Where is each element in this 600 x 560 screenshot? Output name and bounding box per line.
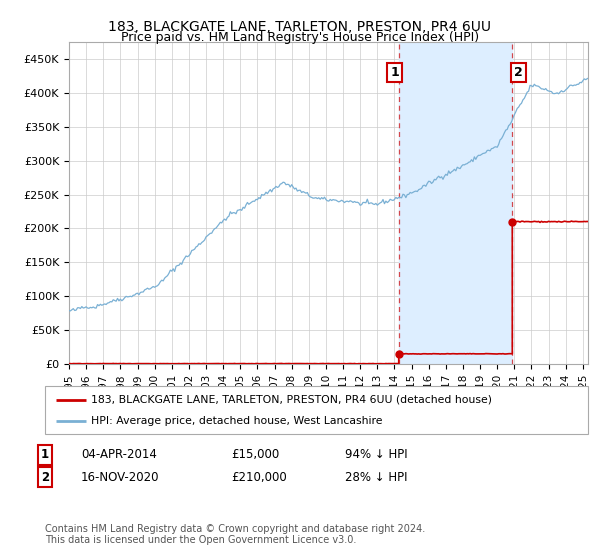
Text: Contains HM Land Registry data © Crown copyright and database right 2024.
This d: Contains HM Land Registry data © Crown c… bbox=[45, 524, 425, 545]
Text: HPI: Average price, detached house, West Lancashire: HPI: Average price, detached house, West… bbox=[91, 416, 383, 426]
Text: £210,000: £210,000 bbox=[231, 470, 287, 484]
Bar bbox=[399, 42, 512, 364]
Text: 2: 2 bbox=[41, 470, 49, 484]
Text: 183, BLACKGATE LANE, TARLETON, PRESTON, PR4 6UU (detached house): 183, BLACKGATE LANE, TARLETON, PRESTON, … bbox=[91, 395, 492, 405]
Text: 1: 1 bbox=[390, 66, 399, 79]
Text: 183, BLACKGATE LANE, TARLETON, PRESTON, PR4 6UU: 183, BLACKGATE LANE, TARLETON, PRESTON, … bbox=[109, 20, 491, 34]
Text: 1: 1 bbox=[41, 448, 49, 461]
Text: 2: 2 bbox=[514, 66, 523, 79]
Text: 28% ↓ HPI: 28% ↓ HPI bbox=[345, 470, 407, 484]
Text: 04-APR-2014: 04-APR-2014 bbox=[81, 448, 157, 461]
Text: 16-NOV-2020: 16-NOV-2020 bbox=[81, 470, 160, 484]
Text: 94% ↓ HPI: 94% ↓ HPI bbox=[345, 448, 407, 461]
FancyBboxPatch shape bbox=[45, 386, 588, 434]
Text: £15,000: £15,000 bbox=[231, 448, 279, 461]
Text: Price paid vs. HM Land Registry's House Price Index (HPI): Price paid vs. HM Land Registry's House … bbox=[121, 31, 479, 44]
